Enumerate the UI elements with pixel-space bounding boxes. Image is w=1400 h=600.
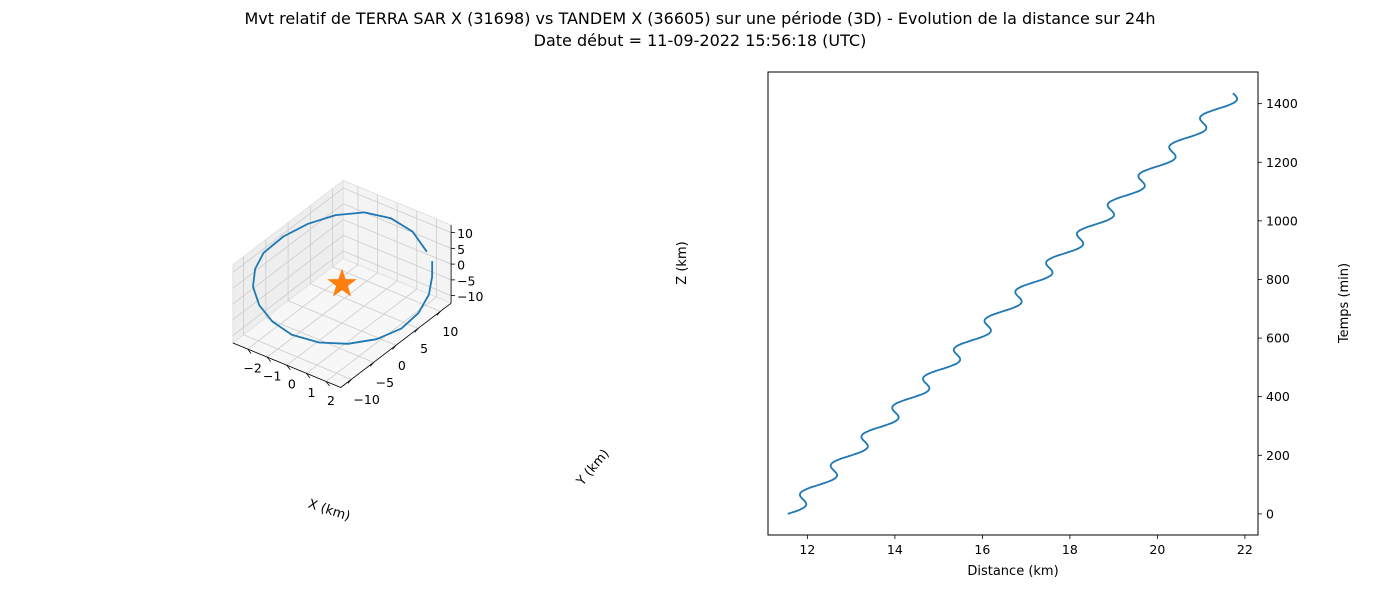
plot-frame bbox=[767, 71, 1259, 536]
x-tick-label: 20 bbox=[1149, 542, 1165, 557]
z-tick-label: −5 bbox=[457, 273, 475, 288]
z-tick-label: 5 bbox=[457, 242, 465, 257]
x-tick-label: 22 bbox=[1237, 542, 1253, 557]
origin-star-marker bbox=[327, 268, 357, 297]
z-tick-label: −10 bbox=[457, 289, 483, 304]
y-tick-mark bbox=[347, 379, 352, 384]
grid-line bbox=[232, 234, 344, 320]
x-tick-label: 14 bbox=[887, 542, 903, 557]
grid-line bbox=[343, 234, 452, 281]
y-tick-label: 1000 bbox=[1266, 213, 1298, 228]
x-tick-label: 1 bbox=[307, 385, 315, 400]
grid-line bbox=[232, 219, 344, 305]
y-tick-label: 0 bbox=[1266, 506, 1274, 521]
y-tick-label: 800 bbox=[1266, 272, 1290, 287]
y-tick-label: 0 bbox=[398, 358, 406, 373]
x-tick-label: 12 bbox=[799, 542, 815, 557]
x-tick-mark bbox=[266, 356, 272, 362]
distance-series-line bbox=[787, 92, 1238, 515]
chart-title: Mvt relatif de TERRA SAR X (31698) vs TA… bbox=[244, 9, 1156, 28]
y-tick-mark bbox=[436, 311, 441, 316]
grid-line bbox=[232, 187, 344, 273]
distance-time-plot: 12 14 16 18 20 22 0 200 400 600 800 1000 1200 1400 Dis… bbox=[767, 71, 1352, 579]
y-tick-mark bbox=[414, 328, 419, 333]
y-tick-label: 10 bbox=[442, 324, 458, 339]
x-tick-mark bbox=[325, 381, 330, 387]
grid-line bbox=[343, 203, 452, 249]
x-tick-mark bbox=[306, 373, 311, 379]
y-tick-mark bbox=[369, 362, 374, 367]
grid-line bbox=[265, 317, 374, 363]
orbit-series-line bbox=[252, 211, 434, 345]
x-axis-title: Distance (km) bbox=[967, 564, 1058, 579]
grid-line bbox=[343, 187, 452, 233]
x-tick-mark bbox=[247, 348, 252, 354]
y-tick-label: −5 bbox=[376, 375, 394, 390]
x-tick-label: −2 bbox=[243, 361, 261, 376]
y-axis-title: Y (km) bbox=[573, 447, 612, 490]
x-tick-label: −1 bbox=[263, 369, 281, 384]
y-tick-label: 5 bbox=[420, 341, 428, 356]
z-axis-title: Z (km) bbox=[675, 241, 690, 284]
grid-line bbox=[343, 250, 452, 296]
x-tick-label: 16 bbox=[974, 542, 990, 557]
grid-line bbox=[310, 283, 419, 329]
z-tick-label: 10 bbox=[457, 226, 473, 241]
grid-line bbox=[243, 334, 352, 380]
chart-subtitle: Date début = 11-09-2022 15:56:18 (UTC) bbox=[533, 31, 867, 50]
z-tick-label: 0 bbox=[457, 258, 465, 273]
x-tick-label: 0 bbox=[288, 377, 296, 392]
y-tick-mark bbox=[392, 345, 397, 350]
x-tick-label: 18 bbox=[1062, 542, 1078, 557]
y-axis-title: Temps (min) bbox=[1337, 263, 1352, 344]
y-tick-label: 1200 bbox=[1266, 155, 1298, 170]
x-tick-label: 2 bbox=[327, 393, 335, 408]
grid-line bbox=[343, 219, 452, 265]
y-tick-label: 600 bbox=[1266, 331, 1290, 346]
y-tick-label: −10 bbox=[353, 392, 379, 407]
x-axis-title: X (km) bbox=[306, 497, 352, 525]
x-tick-mark bbox=[286, 364, 291, 370]
y-tick-label: 400 bbox=[1266, 389, 1290, 404]
grid-line bbox=[332, 266, 441, 312]
grid-line bbox=[232, 250, 344, 336]
y-tick-label: 1400 bbox=[1266, 96, 1298, 111]
y-tick-label: 200 bbox=[1266, 448, 1290, 463]
